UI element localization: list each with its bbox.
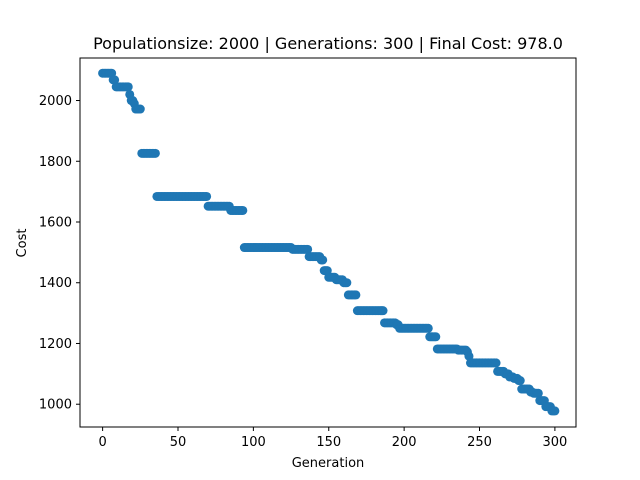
x-tick-label: 100 — [241, 435, 266, 450]
x-tick-label: 50 — [170, 435, 187, 450]
y-tick-label: 1800 — [39, 155, 72, 170]
data-point — [135, 104, 145, 114]
y-axis-ticks: 1000 1200 1400 1600 1800 2000 — [39, 94, 80, 413]
data-point — [533, 388, 543, 398]
y-tick-label: 1000 — [39, 398, 72, 413]
data-point — [515, 376, 525, 386]
x-tick-label: 300 — [542, 435, 567, 450]
x-axis-label: Generation — [292, 456, 365, 471]
y-tick-label: 1600 — [39, 216, 72, 231]
x-tick-label: 250 — [467, 435, 492, 450]
data-point — [202, 191, 212, 201]
y-tick-label: 1200 — [39, 337, 72, 352]
x-tick-label: 0 — [98, 435, 106, 450]
data-point — [378, 306, 388, 316]
y-axis-label: Cost — [15, 229, 30, 258]
data-point — [150, 148, 160, 158]
data-point — [342, 278, 352, 288]
data-point — [110, 75, 120, 85]
data-point — [423, 323, 433, 333]
y-tick-label: 1400 — [39, 276, 72, 291]
data-point — [123, 82, 133, 92]
x-tick-label: 200 — [392, 435, 417, 450]
data-point — [303, 244, 313, 254]
x-axis-ticks: 0 50 100 150 200 250 300 — [98, 427, 567, 450]
data-point — [238, 205, 248, 215]
data-point — [550, 406, 560, 416]
plot-area — [98, 68, 560, 416]
x-tick-label: 150 — [316, 435, 341, 450]
y-tick-label: 2000 — [39, 94, 72, 109]
data-point — [491, 358, 501, 368]
data-point — [318, 255, 328, 265]
axes-frame — [79, 57, 577, 428]
data-point — [351, 290, 361, 300]
chart-title: Populationsize: 2000 | Generations: 300 … — [93, 34, 563, 53]
data-point — [431, 332, 441, 342]
